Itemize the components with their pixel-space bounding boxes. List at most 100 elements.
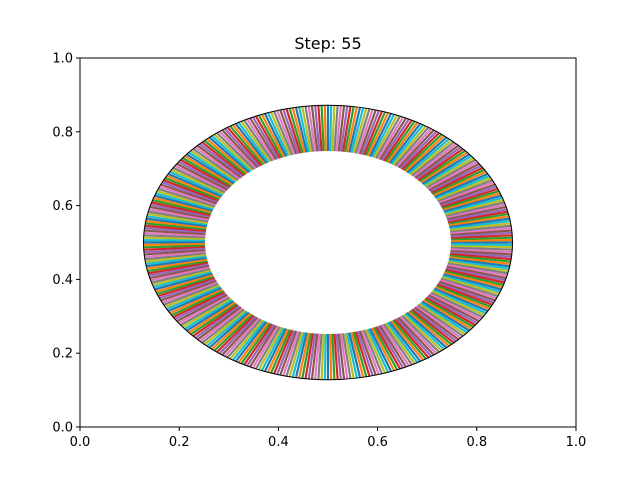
ring-line (192, 304, 239, 338)
ring-line (360, 330, 380, 375)
ring-line (406, 311, 448, 349)
ring-line (365, 329, 387, 374)
ring-line (444, 269, 504, 286)
ring-line (176, 162, 228, 191)
ring-line (394, 318, 430, 359)
ring-line (435, 174, 490, 200)
ring-line (208, 311, 250, 349)
ring-line (450, 236, 513, 241)
ring-line (192, 147, 239, 181)
ring-line (394, 126, 430, 167)
ring-line (420, 151, 468, 184)
ring-line (335, 333, 342, 380)
ring-line (375, 326, 402, 370)
ring-line (399, 130, 438, 170)
ring-line (365, 111, 387, 156)
ring-line (429, 164, 482, 193)
ring-line (339, 333, 349, 380)
ring-line (329, 333, 333, 380)
ring-line (439, 280, 496, 302)
ring-line (194, 146, 241, 180)
ring-line (384, 322, 416, 365)
ring-line (161, 181, 218, 204)
ring-line (430, 166, 484, 194)
ring-line (154, 272, 213, 291)
ring-line (331, 333, 336, 380)
ring-line (421, 153, 470, 185)
ring-line (148, 210, 209, 223)
ring-line (147, 212, 208, 225)
ring-line (429, 292, 482, 321)
ring-line (282, 108, 300, 155)
chart-title: Step: 55 (294, 34, 361, 53)
ring-line (415, 305, 462, 339)
ring-line (146, 257, 208, 268)
ring-line (143, 242, 206, 246)
ring-line (211, 312, 252, 350)
ring-line (320, 333, 325, 380)
ring-line (182, 157, 232, 188)
ring-line (164, 284, 220, 308)
ring-line (440, 278, 497, 300)
ring-line (354, 331, 371, 377)
ring-line (447, 208, 508, 222)
ring-line (424, 157, 474, 188)
ring-line (252, 325, 279, 369)
ring-line (446, 203, 506, 219)
ring-line (450, 247, 513, 254)
ring-line (188, 151, 236, 184)
ring-line (447, 263, 508, 277)
ring-line (269, 329, 291, 374)
x-tick-label: 0.0 (70, 435, 91, 450)
ring-line (428, 294, 480, 323)
ring-line (288, 107, 304, 154)
x-tick-label: 1.0 (566, 435, 587, 450)
ring-line (169, 288, 224, 315)
ring-line (447, 210, 508, 223)
x-tick-label: 0.4 (268, 435, 289, 450)
ring-lines (143, 105, 513, 380)
ring-line (273, 329, 294, 375)
ring-outer-edge (142, 104, 514, 381)
ring-line (143, 246, 206, 251)
ring-line (143, 231, 206, 238)
ring-line (441, 275, 500, 295)
ring-line (450, 244, 513, 249)
ring-line (421, 300, 470, 332)
ring-line (216, 314, 255, 353)
ring-line (314, 105, 321, 152)
ring-line (437, 283, 493, 306)
ring-line (151, 268, 211, 284)
ring-line (448, 257, 510, 268)
ring-line (301, 106, 312, 153)
ring-line (450, 246, 513, 251)
ring-line (449, 254, 511, 263)
ring-line (180, 296, 231, 327)
ring-line (414, 144, 460, 179)
ring-line (446, 266, 506, 282)
ring-line (348, 107, 362, 153)
ring-line (144, 249, 206, 256)
ring-line (224, 317, 261, 358)
ring-line (159, 278, 216, 300)
ring-line (266, 328, 289, 373)
ring-line (216, 132, 255, 171)
ring-line (341, 106, 352, 152)
ring-line (149, 205, 210, 220)
ring-line (298, 106, 310, 153)
ring-line (257, 326, 283, 371)
ring-line (224, 127, 261, 168)
ring-line (412, 142, 457, 178)
ring-line (412, 307, 457, 343)
ring-line (151, 201, 211, 217)
ring-line (317, 105, 323, 152)
ring-line (339, 105, 349, 152)
ring-line (211, 135, 252, 173)
ring-line (257, 114, 283, 159)
x-tick-label: 0.8 (466, 435, 487, 450)
ring-line (395, 127, 432, 168)
ring-line (263, 328, 287, 372)
ring-line (367, 112, 390, 157)
ring-line (301, 332, 312, 379)
ring-line (331, 105, 336, 152)
